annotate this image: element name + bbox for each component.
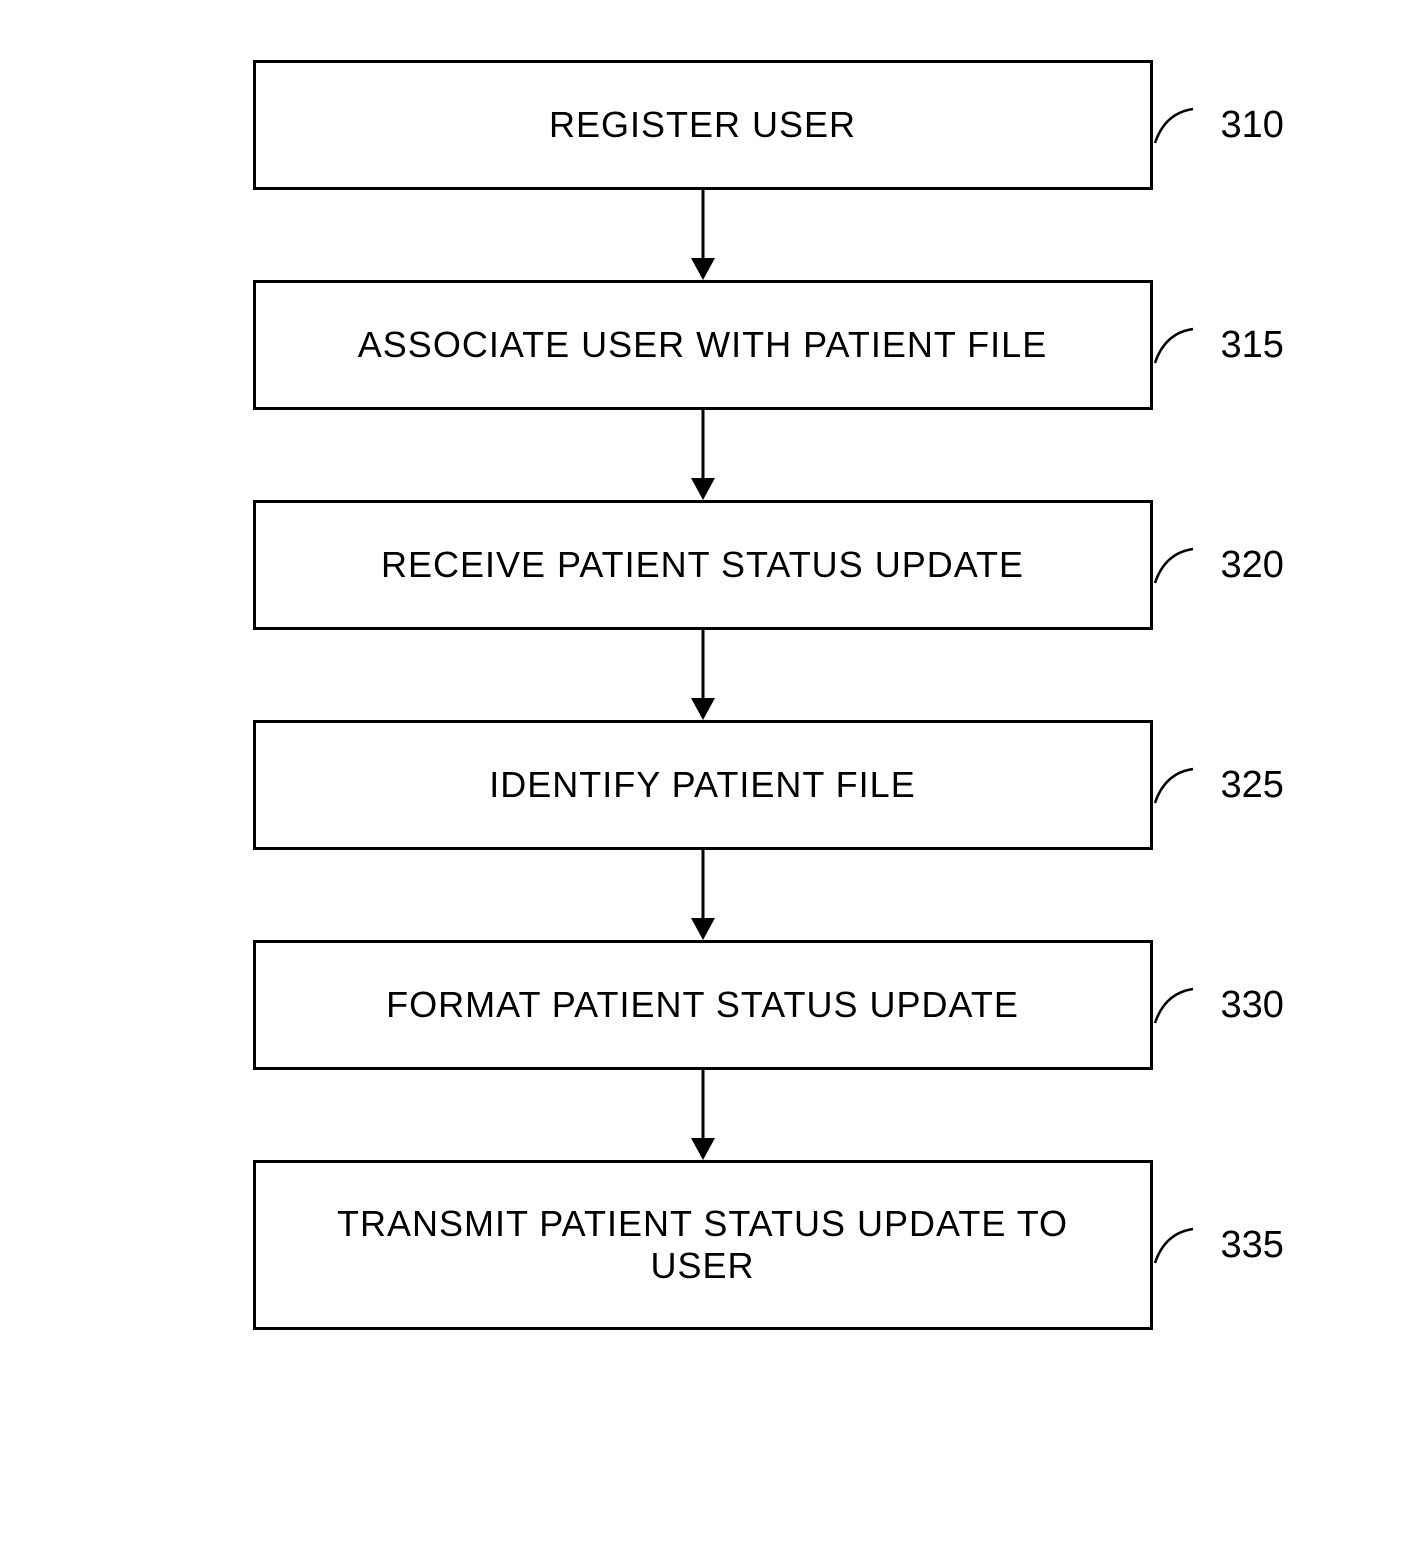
step-label-container: 325 [1153,764,1284,807]
flowchart-step: IDENTIFY PATIENT FILE 325 [40,720,1365,850]
step-text: RECEIVE PATIENT STATUS UPDATE [381,544,1024,586]
step-box: IDENTIFY PATIENT FILE [253,720,1153,850]
step-label-container: 315 [1153,324,1284,367]
step-label: 320 [1221,544,1284,587]
arrow-connector [40,190,1365,280]
connector-curve-icon [1153,325,1213,365]
step-label-container: 320 [1153,544,1284,587]
flowchart-step: RECEIVE PATIENT STATUS UPDATE 320 [40,500,1365,630]
connector-curve-icon [1153,545,1213,585]
arrow-connector [40,850,1365,940]
step-box: TRANSMIT PATIENT STATUS UPDATE TO USER [253,1160,1153,1330]
step-label-container: 335 [1153,1224,1284,1267]
step-label: 310 [1221,104,1284,147]
step-label-container: 330 [1153,984,1284,1027]
flowchart-container: REGISTER USER 310 ASSOCIATE USER WITH PA… [40,60,1365,1330]
arrow-connector [40,630,1365,720]
connector-curve-icon [1153,765,1213,805]
step-text: TRANSMIT PATIENT STATUS UPDATE TO USER [286,1203,1120,1287]
step-text: IDENTIFY PATIENT FILE [489,764,915,806]
step-label: 335 [1221,1224,1284,1267]
arrow-down-icon [683,190,723,280]
step-box: RECEIVE PATIENT STATUS UPDATE [253,500,1153,630]
step-text: ASSOCIATE USER WITH PATIENT FILE [358,324,1047,366]
step-box: ASSOCIATE USER WITH PATIENT FILE [253,280,1153,410]
step-box: FORMAT PATIENT STATUS UPDATE [253,940,1153,1070]
arrow-down-icon [683,630,723,720]
step-text: FORMAT PATIENT STATUS UPDATE [386,984,1019,1026]
flowchart-step: ASSOCIATE USER WITH PATIENT FILE 315 [40,280,1365,410]
arrow-down-icon [683,850,723,940]
connector-curve-icon [1153,985,1213,1025]
arrow-down-icon [683,1070,723,1160]
flowchart-step: FORMAT PATIENT STATUS UPDATE 330 [40,940,1365,1070]
step-text: REGISTER USER [549,104,856,146]
step-label: 315 [1221,324,1284,367]
arrow-down-icon [683,410,723,500]
step-box: REGISTER USER [253,60,1153,190]
flowchart-step: TRANSMIT PATIENT STATUS UPDATE TO USER 3… [40,1160,1365,1330]
flowchart-step: REGISTER USER 310 [40,60,1365,190]
connector-curve-icon [1153,105,1213,145]
connector-curve-icon [1153,1225,1213,1265]
arrow-connector [40,410,1365,500]
step-label: 330 [1221,984,1284,1027]
step-label: 325 [1221,764,1284,807]
step-label-container: 310 [1153,104,1284,147]
arrow-connector [40,1070,1365,1160]
